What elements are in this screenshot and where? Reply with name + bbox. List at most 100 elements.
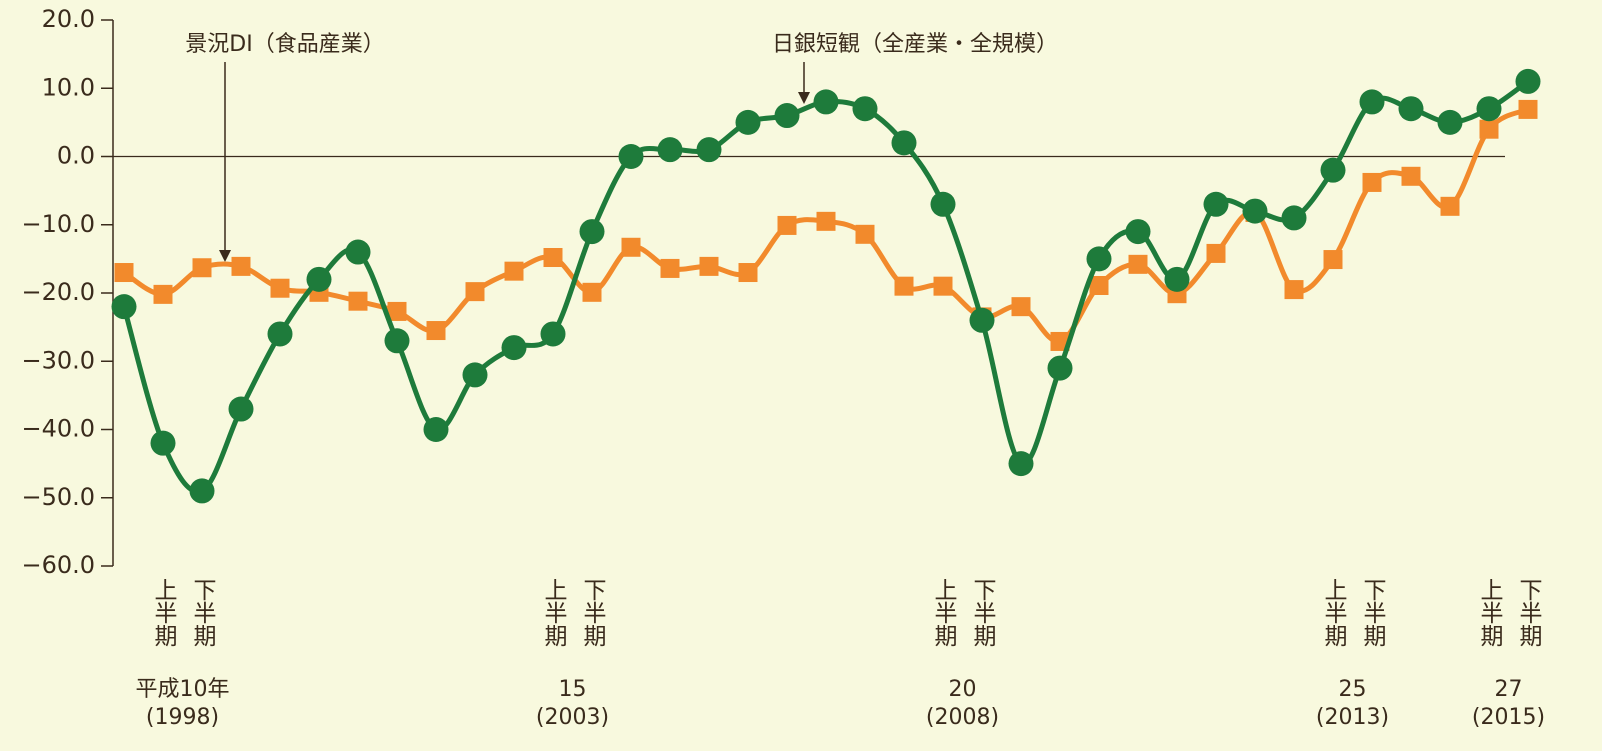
point: [189, 478, 215, 504]
year-label: (2008): [926, 705, 999, 730]
point: [699, 256, 719, 276]
year-label: 平成10年: [136, 677, 230, 702]
point: [348, 291, 368, 311]
year-label: (2003): [536, 705, 609, 730]
year-label: (2015): [1472, 705, 1545, 730]
point: [1164, 266, 1190, 292]
point: [540, 321, 566, 347]
point: [192, 258, 212, 278]
arrow-head: [219, 250, 231, 262]
year-label: (1998): [146, 705, 219, 730]
point: [306, 266, 332, 292]
point: [696, 137, 722, 163]
year-label: 20: [949, 677, 977, 702]
point: [1479, 119, 1499, 139]
point: [1050, 331, 1070, 351]
point: [1437, 109, 1463, 135]
point: [1476, 96, 1502, 122]
point: [423, 417, 449, 442]
y-tick-label: −20.0: [21, 278, 95, 306]
point: [384, 328, 410, 354]
point: [1128, 254, 1148, 274]
point: [501, 335, 527, 361]
year-label: 25: [1339, 677, 1367, 702]
x-tick-label: 上半期: [1320, 578, 1348, 647]
point: [1515, 68, 1541, 94]
y-tick-label: −30.0: [21, 346, 95, 374]
y-tick-label: −60.0: [21, 551, 95, 579]
point: [1320, 157, 1346, 183]
point: [1011, 297, 1031, 317]
point: [1401, 166, 1421, 186]
x-tick-label: 上半期: [930, 578, 958, 647]
point: [1440, 196, 1460, 216]
point: [852, 96, 878, 122]
point: [657, 137, 683, 163]
x-tick-label: 下半期: [1359, 578, 1387, 647]
point: [1359, 89, 1385, 115]
point: [660, 258, 680, 278]
x-tick-label: 上半期: [540, 578, 568, 647]
point: [1125, 219, 1151, 245]
x-tick-label: 上半期: [1476, 578, 1504, 647]
point: [933, 276, 953, 296]
point: [618, 144, 644, 169]
point: [462, 362, 488, 388]
y-tick-label: −50.0: [21, 483, 95, 511]
point: [1281, 205, 1307, 231]
point: [813, 89, 839, 115]
point: [1398, 96, 1424, 122]
point: [1242, 198, 1268, 224]
point: [582, 282, 602, 302]
point: [543, 248, 563, 268]
point: [111, 294, 137, 320]
point: [270, 278, 290, 298]
annotation: 景況DI（食品産業）: [185, 32, 384, 57]
y-tick-label: 20.0: [42, 5, 95, 33]
point: [465, 282, 485, 302]
y-tick-label: −10.0: [21, 210, 95, 238]
y-tick-label: 0.0: [57, 142, 95, 170]
point: [1203, 191, 1229, 217]
x-tick-label: 上半期: [150, 578, 178, 647]
point: [1089, 275, 1109, 295]
x-tick-label: 下半期: [579, 578, 607, 647]
year-label: 27: [1495, 677, 1523, 702]
year-label: (2013): [1316, 705, 1389, 730]
point: [891, 130, 917, 156]
point: [738, 263, 758, 283]
arrow-head: [798, 92, 810, 104]
year-label: 15: [559, 677, 587, 702]
point: [774, 103, 800, 129]
series-line: [121, 79, 1530, 495]
annotation: 日銀短観（全産業・全規模）: [772, 32, 1058, 57]
point: [1284, 280, 1304, 300]
point: [1086, 246, 1112, 272]
point: [228, 396, 254, 422]
point: [816, 211, 836, 231]
x-tick-label: 下半期: [1515, 578, 1543, 647]
point: [579, 219, 605, 245]
point: [504, 261, 524, 281]
x-tick-label: 下半期: [969, 578, 997, 647]
point: [345, 239, 371, 265]
y-tick-label: −40.0: [21, 415, 95, 443]
point: [1362, 172, 1382, 192]
point: [969, 307, 995, 333]
point: [894, 276, 914, 296]
point: [387, 301, 407, 321]
point: [114, 263, 134, 283]
point: [267, 321, 293, 347]
point: [855, 224, 875, 244]
point: [1518, 99, 1538, 119]
point: [231, 256, 251, 276]
point: [1206, 243, 1226, 263]
point: [1323, 250, 1343, 270]
point: [930, 191, 956, 217]
point: [1047, 355, 1073, 381]
point: [621, 237, 641, 257]
point: [150, 430, 176, 456]
x-tick-label: 下半期: [189, 578, 217, 647]
y-tick-label: 10.0: [42, 73, 95, 101]
